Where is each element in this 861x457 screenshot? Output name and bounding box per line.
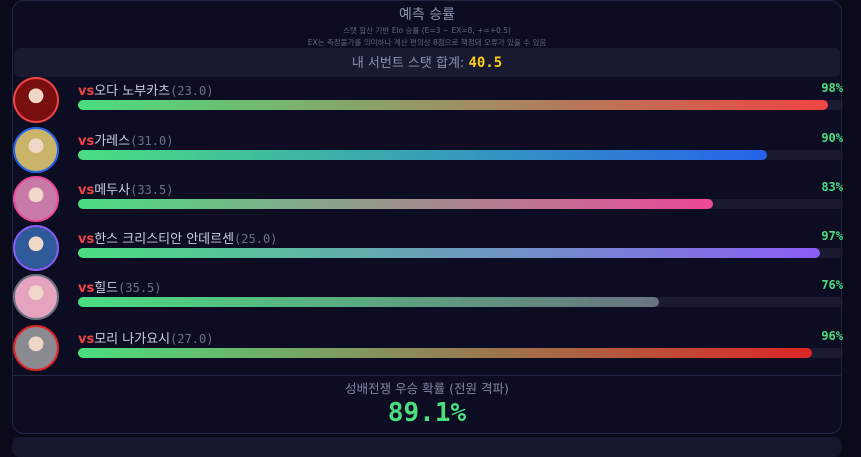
servant-stat: (23.0) [170,84,214,98]
note: EX는 측정불가를 의미하나 계산 편의상 8점으로 책정돼 오류가 있을 수 … [307,38,547,47]
avatar [13,176,59,222]
win-bar-fill [78,348,813,358]
stat-sum: 내 서번트 스탯 합계: 40.5 [14,48,840,77]
win-bar-fill [78,199,713,209]
avatar [13,325,59,371]
opponent-name: vs모리 나가요시(27.0) [78,328,213,347]
page-title: 예측 승률 [399,7,455,23]
servant-name: 오다 노부카츠 [94,84,171,99]
avatar [13,127,59,173]
win-percent: 98% [821,81,843,95]
win-bar [78,100,843,110]
win-bar-fill [78,248,821,258]
win-percent: 96% [821,329,843,343]
opponent-name: vs오다 노부카츠(23.0) [78,80,213,99]
opponent-row: vs가레스(31.0) 90% [13,127,843,175]
opponent-name: vs힐드(35.5) [78,277,162,296]
vs-label: vs [78,281,95,296]
servant-name: 가레스 [94,134,131,149]
opponent-name: vs가레스(31.0) [78,130,173,149]
win-bar [78,199,843,209]
final-value: 89.1% [387,398,467,428]
avatar [13,225,59,271]
win-bar [78,248,843,258]
servant-stat: (33.5) [130,183,174,197]
subtitle: 스탯 합산 기반 Elo 승률 (E=3 ~ EX=8, +=+0.5) [343,26,511,35]
final-label: 성배전쟁 우승 확률 (전원 격파) [345,381,509,396]
win-percent: 90% [821,131,843,145]
stat-sum-value: 40.5 [468,55,503,71]
servant-name: 한스 크리스티안 안데르센 [94,232,235,247]
win-bar-fill [78,150,767,160]
servant-stat: (25.0) [234,232,278,246]
servant-name: 모리 나가요시 [94,332,171,347]
avatar [13,274,59,320]
win-bar-fill [78,297,660,307]
win-percent: 76% [821,278,843,292]
win-bar-fill [78,100,828,110]
opponent-row: vs모리 나가요시(27.0) 96% [13,325,843,373]
win-bar [78,348,843,358]
opponent-row: vs메두사(33.5) 83% [13,176,843,224]
servant-name: 메두사 [94,183,131,198]
servant-stat: (31.0) [130,134,174,148]
win-percent: 83% [821,180,843,194]
opponent-row: vs한스 크리스티안 안데르센(25.0) 97% [13,225,843,273]
vs-label: vs [78,84,95,99]
stat-sum-label: 내 서번트 스탯 합계: [351,56,465,71]
servant-stat: (35.5) [118,281,162,295]
opponent-row: vs힐드(35.5) 76% [13,274,843,322]
servant-name: 힐드 [94,281,119,296]
divider [13,375,841,376]
opponent-name: vs메두사(33.5) [78,179,173,198]
opponent-row: vs오다 노부카츠(23.0) 98% [13,77,843,125]
win-percent: 97% [821,229,843,243]
servant-stat: (27.0) [170,332,214,346]
hint-panel [12,437,842,457]
win-prediction-card: 예측 승률 스탯 합산 기반 Elo 승률 (E=3 ~ EX=8, +=+0.… [12,0,843,434]
win-bar [78,297,843,307]
opponent-name: vs한스 크리스티안 안데르센(25.0) [78,228,277,247]
vs-label: vs [78,134,95,149]
vs-label: vs [78,332,95,347]
vs-label: vs [78,232,95,247]
vs-label: vs [78,183,95,198]
win-bar [78,150,843,160]
avatar [13,77,59,123]
